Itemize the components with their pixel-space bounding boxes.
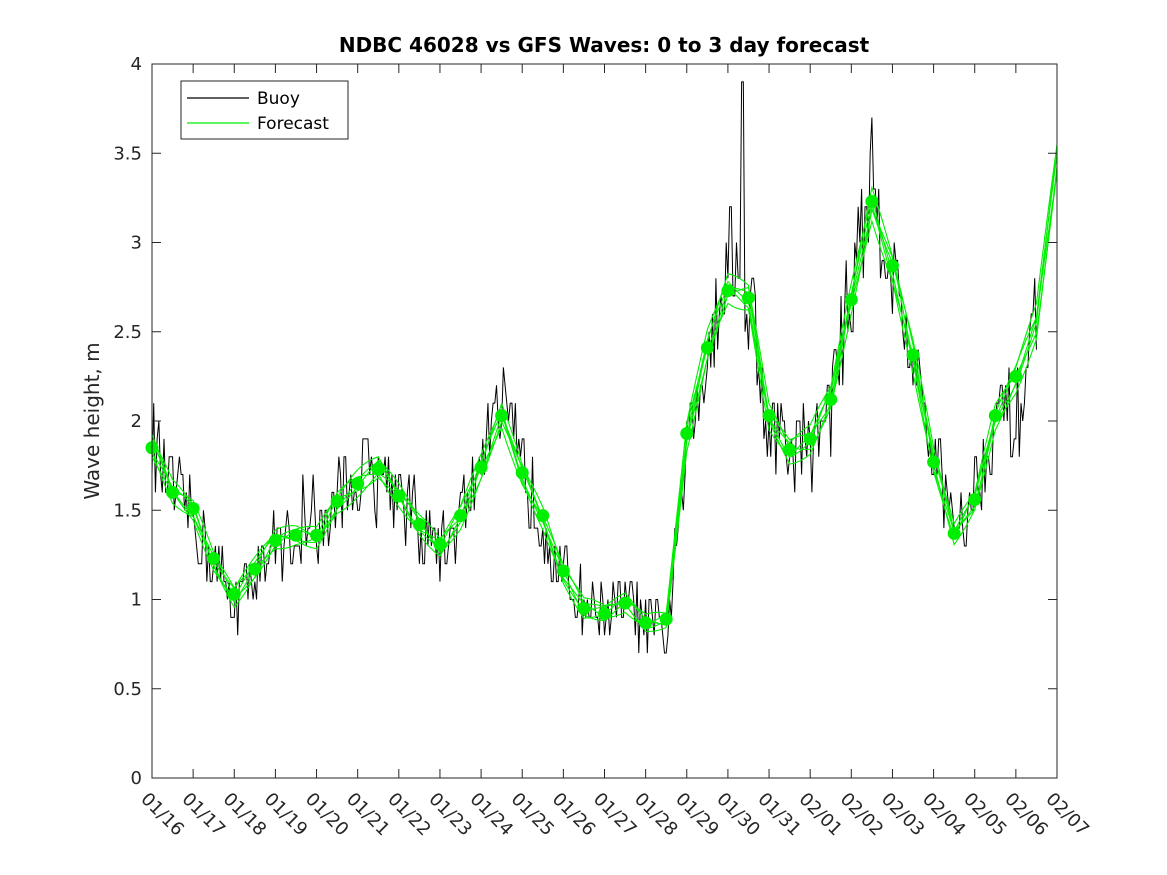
forecast-marker xyxy=(700,341,714,355)
forecast-marker xyxy=(639,616,653,630)
forecast-marker xyxy=(495,409,509,423)
forecast-marker xyxy=(536,509,550,523)
forecast-marker xyxy=(844,293,858,307)
forecast-marker xyxy=(803,432,817,446)
x-tick-label: 01/21 xyxy=(342,789,394,841)
forecast-marker xyxy=(906,348,920,362)
x-tick-label: 01/17 xyxy=(178,789,230,841)
legend: Buoy Forecast xyxy=(180,80,349,140)
x-tick-label: 01/23 xyxy=(424,789,476,841)
x-tick-label: 01/30 xyxy=(712,789,764,841)
forecast-marker xyxy=(330,494,344,508)
x-tick-label: 02/06 xyxy=(1000,789,1052,841)
forecast-marker xyxy=(351,476,365,490)
forecast-marker xyxy=(289,528,303,542)
forecast-marker xyxy=(721,284,735,298)
x-tick-label: 01/18 xyxy=(219,789,271,841)
legend-label-forecast: Forecast xyxy=(257,114,329,134)
forecast-marker xyxy=(618,596,632,610)
forecast-marker xyxy=(186,501,200,515)
forecast-marker xyxy=(227,587,241,601)
x-tick-label: 02/02 xyxy=(836,789,888,841)
plot-area xyxy=(145,81,1058,654)
y-tick-label: 0 xyxy=(131,768,142,789)
forecast-marker xyxy=(371,462,385,476)
forecast-marker xyxy=(248,562,262,576)
forecast-marker xyxy=(947,526,961,540)
x-tick-label: 01/25 xyxy=(507,789,559,841)
forecast-marker xyxy=(659,612,673,626)
forecast-marker xyxy=(310,528,324,542)
legend-box xyxy=(180,80,349,140)
forecast-marker xyxy=(927,455,941,469)
y-tick-label: 1.5 xyxy=(113,500,142,521)
forecast-marker xyxy=(433,537,447,551)
forecast-marker xyxy=(988,409,1002,423)
forecast-marker xyxy=(556,564,570,578)
forecast-marker xyxy=(577,601,591,615)
legend-label-buoy: Buoy xyxy=(257,89,300,109)
x-tick-label: 01/26 xyxy=(548,789,600,841)
forecast-marker xyxy=(680,427,694,440)
x-tick-label: 01/27 xyxy=(589,789,641,841)
forecast-marker xyxy=(166,485,180,499)
axes: 00.511.522.533.5401/1601/1701/1801/1901/… xyxy=(113,54,1093,840)
forecast-marker xyxy=(865,194,879,208)
y-tick-label: 3.5 xyxy=(113,143,142,164)
x-tick-label: 01/29 xyxy=(671,789,723,841)
forecast-series-line-4 xyxy=(151,171,1058,622)
x-tick-label: 02/07 xyxy=(1041,789,1093,841)
x-tick-label: 02/03 xyxy=(877,789,929,841)
buoy-series-line xyxy=(151,81,1037,654)
forecast-marker xyxy=(412,518,426,532)
y-tick-label: 3 xyxy=(131,233,142,254)
forecast-marker xyxy=(268,534,282,548)
forecast-marker xyxy=(885,259,899,273)
forecast-marker xyxy=(783,443,797,457)
forecast-marker xyxy=(207,551,221,565)
y-tick-label: 1 xyxy=(131,590,142,611)
forecast-marker xyxy=(1009,369,1023,383)
x-tick-label: 01/22 xyxy=(383,789,435,841)
chart-title: NDBC 46028 vs GFS Waves: 0 to 3 day fore… xyxy=(339,33,870,57)
x-tick-label: 01/19 xyxy=(260,789,312,841)
x-tick-label: 02/04 xyxy=(918,789,970,841)
x-tick-label: 02/05 xyxy=(959,789,1011,841)
forecast-marker xyxy=(741,291,755,305)
y-tick-label: 2.5 xyxy=(113,322,142,343)
forecast-marker xyxy=(598,607,611,621)
y-tick-label: 4 xyxy=(131,54,142,75)
x-tick-label: 01/28 xyxy=(630,789,682,841)
forecast-marker xyxy=(515,466,529,480)
y-tick-label: 0.5 xyxy=(113,679,142,700)
y-tick-label: 2 xyxy=(131,411,142,432)
forecast-marker xyxy=(824,393,838,407)
x-tick-label: 02/01 xyxy=(795,789,847,841)
forecast-series-line-6 xyxy=(151,144,1058,630)
forecast-marker xyxy=(454,509,468,523)
x-tick-label: 01/24 xyxy=(466,789,518,841)
forecast-marker xyxy=(968,493,982,507)
x-tick-label: 01/20 xyxy=(301,789,353,841)
x-tick-label: 01/16 xyxy=(136,789,188,841)
forecast-marker xyxy=(762,409,776,423)
forecast-marker xyxy=(474,460,488,474)
forecast-series-line-5 xyxy=(151,145,1058,626)
forecast-marker xyxy=(392,489,406,503)
axes-box xyxy=(151,63,1058,779)
x-tick-label: 01/31 xyxy=(754,789,806,841)
y-axis-label: Wave height, m xyxy=(80,342,104,499)
